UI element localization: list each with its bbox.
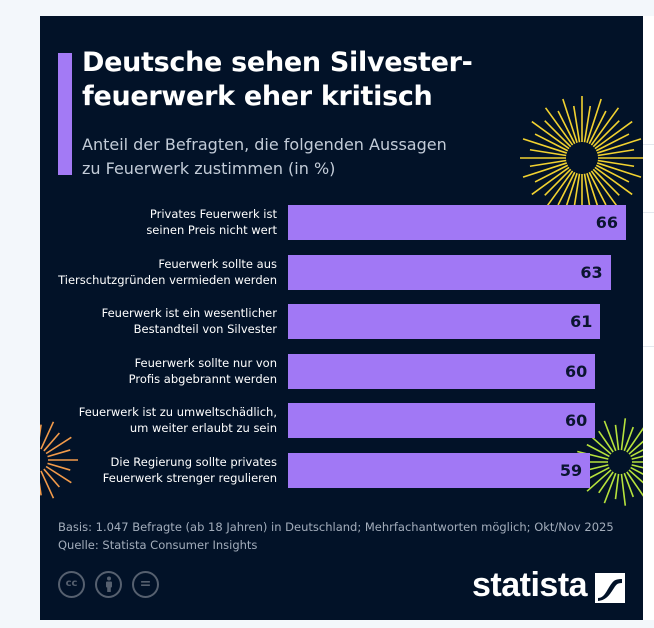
category-label-line: Privates Feuerwerk ist [149,207,277,221]
category-label-line: Feuerwerk ist zu umweltschädlich, [78,405,277,419]
title-line-1: Deutsche sehen Silvester- [82,47,473,78]
bar-chart: Privates Feuerwerk ist seinen Preis nicht… [40,16,643,620]
category-label-line: Profis abgebrannt werden [128,371,277,386]
category-label-line: Tierschutzgründen vermieden werden [58,272,277,287]
category-label-line: um weiter erlaubt zu sein [129,421,277,435]
category-label-line: Bestandteil von Silvester [133,322,277,336]
footer-basis: Basis: 1.047 Befragte (ab 18 Jahren) in … [58,520,614,534]
value-label: 66 [595,213,618,232]
cc-icon[interactable]: cc [58,571,85,598]
chart-title: Deutsche sehen Silvester- feuerwerk eher… [82,46,473,114]
no-derivatives-icon[interactable]: = [132,571,159,598]
value-label: 63 [580,262,603,282]
category-label: Feuerwerk ist ein wesentlicher Bestandtei… [102,305,277,337]
attribution-icon[interactable] [95,571,122,598]
subtitle-line-1: Anteil der Befragten, die folgenden Auss… [82,135,447,154]
category-label-line: seinen Preis nicht wert [146,223,277,237]
category-label-line: Feuerwerk ist ein wesentlicher [101,306,277,320]
subtitle-line-2: zu Feuerwerk zustimmen (in %) [82,159,336,178]
category-label: Die Regierung sollte privates Feuerwerk s… [103,454,277,486]
title-line-2: feuerwerk eher kritisch [82,81,433,112]
bar: 61 [288,304,601,339]
bar: 60 [288,353,596,389]
category-label-line: Die Regierung sollte privates [110,454,277,469]
category-label: Feuerwerk sollte nur von Profis abgebrann… [129,355,277,387]
value-label: 61 [570,312,593,331]
category-label-line: Feuerwerk sollte aus [158,256,277,271]
category-label: Feuerwerk ist zu umweltschädlich, um weit… [79,404,277,436]
category-label: Privates Feuerwerk ist seinen Preis nicht… [146,206,277,238]
bar: 66 [288,205,626,240]
chart-subtitle: Anteil der Befragten, die folgenden Auss… [82,133,447,181]
statista-logo[interactable]: statista [472,566,588,604]
statista-logo-mark [595,573,625,603]
bar: 60 [288,403,596,438]
value-label: 60 [565,411,588,430]
firework-orange-icon [40,421,78,499]
value-label: 59 [559,460,583,480]
category-label-line: Feuerwerk strenger regulieren [102,470,277,485]
value-label: 60 [565,361,588,381]
page-background-strip [643,16,654,620]
category-label: Feuerwerk sollte aus Tierschutzgründen ve… [58,256,277,288]
firework-yellow-icon [520,96,643,220]
title-accent-bar [58,53,72,175]
infographic: Deutsche sehen Silvester- feuerwerk eher… [40,16,643,620]
bar: 63 [288,254,611,290]
category-label-line: Feuerwerk sollte nur von [134,355,277,370]
bar: 59 [288,452,591,488]
footer-source: Quelle: Statista Consumer Insights [58,538,258,552]
